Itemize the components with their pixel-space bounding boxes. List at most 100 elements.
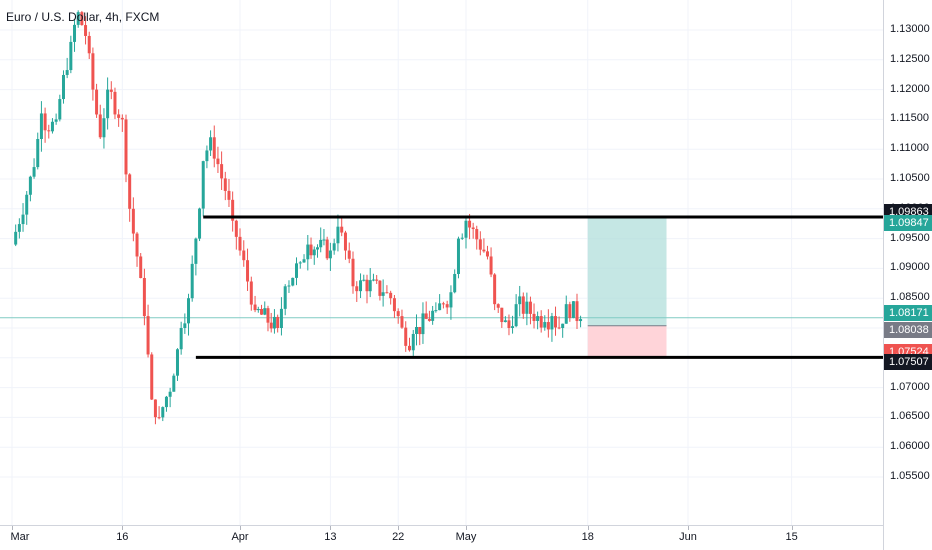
candle-body: [120, 117, 124, 120]
candle-body: [65, 70, 69, 75]
candle-body: [80, 12, 84, 26]
candle-body: [528, 301, 532, 314]
candle-body: [201, 161, 205, 209]
candle-body: [242, 250, 246, 261]
time-axis-label: 16: [116, 531, 129, 543]
candle-body: [571, 301, 575, 318]
price-axis-label: 1.06500: [890, 410, 930, 423]
candle-body: [543, 322, 547, 328]
candle-body: [298, 262, 302, 264]
candle-body: [50, 121, 54, 132]
candle-body: [312, 249, 316, 256]
candle-body: [291, 277, 295, 286]
price-axis-label: 1.11000: [890, 142, 929, 155]
candle-body: [309, 244, 313, 256]
candle-body: [238, 236, 242, 251]
candle-body: [325, 239, 329, 259]
candle-body: [411, 333, 415, 351]
candle-body: [441, 303, 445, 305]
candle-body: [493, 274, 497, 305]
candle-body: [175, 349, 179, 376]
time-axis-divider: [0, 525, 884, 526]
candle-body: [87, 35, 91, 54]
candle-body: [43, 113, 47, 131]
candle-body: [500, 307, 504, 323]
candle-body: [385, 292, 389, 294]
candle-body: [168, 391, 172, 397]
candle-body: [179, 328, 183, 350]
candle-body: [190, 263, 194, 299]
candle-body: [139, 256, 143, 279]
candle-body: [550, 316, 554, 330]
candle-body: [445, 304, 449, 308]
candle-body: [568, 304, 572, 318]
candle-body: [161, 407, 165, 418]
candle-body: [58, 99, 62, 120]
candle-body: [109, 89, 113, 92]
candle-body: [21, 214, 25, 225]
candle-body: [220, 164, 224, 179]
candle-body: [579, 319, 583, 322]
candle-body: [272, 316, 276, 329]
candle-body: [478, 239, 482, 250]
candle-body: [198, 208, 202, 239]
candle-body: [306, 244, 310, 260]
price-tag: 1.08171: [884, 304, 932, 321]
candle-body: [95, 89, 99, 115]
candle-body: [194, 238, 198, 264]
candle-body: [347, 250, 351, 259]
candle-body: [381, 292, 385, 296]
candle-body: [404, 327, 408, 346]
time-axis-label: Mar: [10, 531, 30, 543]
stop-loss-zone: [587, 325, 667, 357]
time-axis-label: 15: [785, 531, 798, 543]
candle-body: [164, 396, 168, 408]
time-axis-label: 13: [324, 531, 337, 543]
candle-body: [315, 247, 319, 250]
candle-body: [414, 326, 418, 334]
candle-body: [351, 258, 355, 287]
candle-body: [231, 199, 235, 221]
candle-body: [91, 53, 95, 90]
candle-body: [47, 130, 51, 132]
candle-body: [223, 178, 227, 191]
time-axis-tick: [587, 526, 589, 530]
time-axis-tick: [791, 526, 793, 530]
candle-body: [69, 41, 73, 71]
candle-body: [332, 243, 336, 251]
candle-body: [61, 74, 65, 100]
candle-body: [212, 137, 216, 159]
candle-body: [449, 292, 453, 308]
candle-body: [269, 322, 273, 329]
candle-body: [39, 113, 43, 140]
candle-body: [453, 273, 457, 293]
candle-body: [539, 316, 543, 328]
candle-body: [263, 308, 267, 315]
candle-body: [98, 114, 102, 138]
time-axis-tick: [398, 526, 400, 530]
price-axis-label: 1.09500: [890, 231, 930, 244]
price-axis-label: 1.12000: [890, 82, 930, 95]
candle-body: [249, 281, 253, 305]
take-profit-zone: [587, 217, 667, 326]
candle-body: [408, 345, 411, 351]
candle-body: [234, 220, 238, 237]
candle-body: [489, 256, 493, 275]
candle-body: [14, 231, 18, 245]
candle-body: [434, 310, 438, 312]
candle-body: [102, 118, 106, 138]
candle-body: [456, 238, 460, 274]
price-axis-label: 1.08500: [890, 291, 930, 304]
candle-body: [279, 308, 283, 328]
time-axis-label: Apr: [231, 531, 249, 543]
candle-body: [28, 176, 32, 195]
candle-body: [187, 298, 191, 324]
candle-body: [131, 208, 135, 234]
price-tag: 1.08038: [884, 321, 932, 338]
candle-body: [283, 286, 287, 309]
candle-body: [336, 226, 340, 244]
candle-body: [482, 249, 486, 252]
candle-body: [532, 313, 536, 321]
